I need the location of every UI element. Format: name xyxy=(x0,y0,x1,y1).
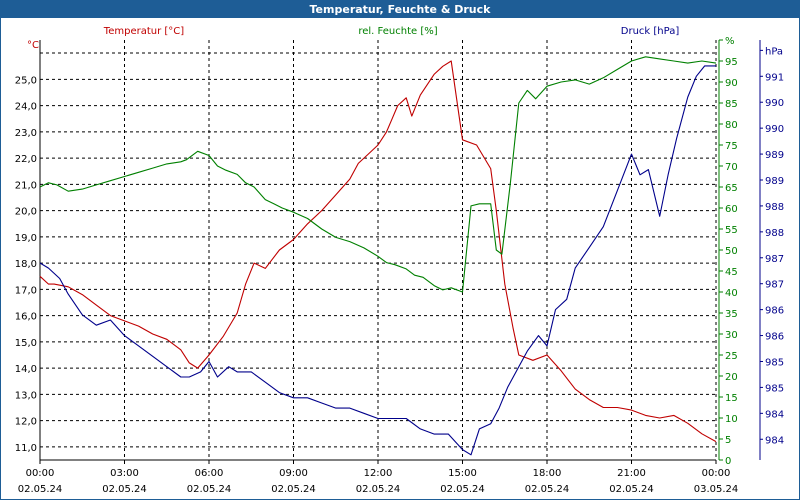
series-lines xyxy=(39,56,717,456)
grid-lines xyxy=(39,40,717,461)
x-tick-time: 09:00 xyxy=(279,468,308,479)
temp-tick-label: 24,0 xyxy=(15,102,37,113)
humidity-axis-label: rel. Feuchte [%] xyxy=(358,26,437,37)
humidity-tick-label: 55 xyxy=(725,225,738,236)
x-tick-date: 02.05.24 xyxy=(609,484,654,495)
humidity-tick-label: 60 xyxy=(725,204,738,215)
temp-tick-label: 23,0 xyxy=(15,128,37,139)
humidity-tick-label: 50 xyxy=(725,246,738,257)
pressure-tick-label: 984 xyxy=(765,409,784,420)
temp-tick-label: 12,0 xyxy=(15,417,37,428)
temp-tick-label: 14,0 xyxy=(15,364,37,375)
temp-tick-label: 16,0 xyxy=(15,312,37,323)
x-tick-time: 21:00 xyxy=(617,468,646,479)
humidity-tick-label: 65 xyxy=(725,183,738,194)
x-tick-time: 03:00 xyxy=(110,468,139,479)
humidity-series-line xyxy=(39,56,717,293)
pressure-tick-label: 989 xyxy=(765,150,784,161)
x-tick-time: 00:00 xyxy=(702,468,731,479)
temp-tick-label: 11,0 xyxy=(15,443,37,454)
pressure-tick-label: 988 xyxy=(765,228,784,239)
pressure-series-line xyxy=(39,65,716,456)
x-tick-time: 15:00 xyxy=(448,468,477,479)
humidity-tick-label: 70 xyxy=(725,162,738,173)
pressure-tick-label: 987 xyxy=(765,280,784,291)
humidity-tick-label: 90 xyxy=(725,78,738,89)
temp-tick-label: 15,0 xyxy=(15,338,37,349)
humidity-tick-label: 35 xyxy=(725,309,738,320)
humidity-tick-label: 0 xyxy=(725,456,731,467)
temp-tick-label: 22,0 xyxy=(15,154,37,165)
x-tick-date: 02.05.24 xyxy=(102,484,147,495)
x-tick-date: 02.05.24 xyxy=(356,484,401,495)
temperature-series-line xyxy=(39,60,717,443)
humidity-tick-label: 95 xyxy=(725,57,738,68)
pressure-tick-label: 986 xyxy=(765,306,784,317)
pressure-tick-label: 985 xyxy=(765,383,784,394)
pressure-tick-label: 991 xyxy=(765,72,784,83)
temp-tick-label: 25,0 xyxy=(15,75,37,86)
pressure-tick-label: 986 xyxy=(765,332,784,343)
temp-tick-label: 21,0 xyxy=(15,180,37,191)
x-axis: 00:00 02.05.24 03:00 02.05.24 06:00 02.05.24 0… xyxy=(18,460,739,495)
x-tick-date: 02.05.24 xyxy=(187,484,232,495)
x-tick-time: 06:00 xyxy=(195,468,224,479)
humidity-tick-label: 45 xyxy=(725,267,738,278)
x-tick-date: 03.05.24 xyxy=(694,484,739,495)
humidity-tick-label: 40 xyxy=(725,288,738,299)
pressure-tick-label: hPa xyxy=(765,46,783,57)
humidity-y-axis: 0 5 10 15 20 25 30 35 40 45 50 55 60 65 70 75 80 85 90 95% xyxy=(718,36,738,467)
pressure-tick-label: 990 xyxy=(765,124,784,135)
x-tick-time: 00:00 xyxy=(26,468,55,479)
x-tick-time: 18:00 xyxy=(533,468,562,479)
humidity-tick-label: 20 xyxy=(725,372,738,383)
temp-unit-label: °C xyxy=(27,40,39,51)
humidity-tick-label: 85 xyxy=(725,99,738,110)
pressure-tick-label: 987 xyxy=(765,254,784,265)
humidity-tick-label: 10 xyxy=(725,414,738,425)
temp-tick-label: 18,0 xyxy=(15,259,37,270)
temp-tick-label: 20,0 xyxy=(15,207,37,218)
humidity-tick-label: 30 xyxy=(725,330,738,341)
humidity-tick-label: 5 xyxy=(725,435,731,446)
humidity-tick-label: 25 xyxy=(725,351,738,362)
temp-tick-label: 17,0 xyxy=(15,285,37,296)
chart-title: Temperatur, Feuchte & Druck xyxy=(1,1,799,18)
x-tick-date: 02.05.24 xyxy=(440,484,485,495)
humidity-tick-label: 80 xyxy=(725,120,738,131)
x-tick-date: 02.05.24 xyxy=(525,484,570,495)
humidity-tick-label: 75 xyxy=(725,141,738,152)
humidity-tick-label: % xyxy=(725,36,735,47)
temp-tick-label: 19,0 xyxy=(15,233,37,244)
x-tick-time: 12:00 xyxy=(364,468,393,479)
pressure-y-axis: 984 984 985 985 986 986 987 987 988 988 989 989 990 9… xyxy=(759,40,784,460)
temp-y-axis: 11,0 12,0 13,0 14,0 15,0 16,0 17,0 18,0 19,0 20,0… xyxy=(15,75,37,454)
temp-axis-label: Temperatur [°C] xyxy=(103,26,184,37)
pressure-tick-label: 990 xyxy=(765,98,784,109)
pressure-tick-label: 985 xyxy=(765,357,784,368)
x-tick-date: 02.05.24 xyxy=(271,484,316,495)
pressure-tick-label: 984 xyxy=(765,435,784,446)
humidity-tick-label: 15 xyxy=(725,393,738,404)
pressure-tick-label: 989 xyxy=(765,176,784,187)
pressure-tick-label: 988 xyxy=(765,202,784,213)
x-tick-date: 02.05.24 xyxy=(18,484,63,495)
pressure-axis-label: Druck [hPa] xyxy=(621,26,680,37)
temp-tick-label: 13,0 xyxy=(15,390,37,401)
